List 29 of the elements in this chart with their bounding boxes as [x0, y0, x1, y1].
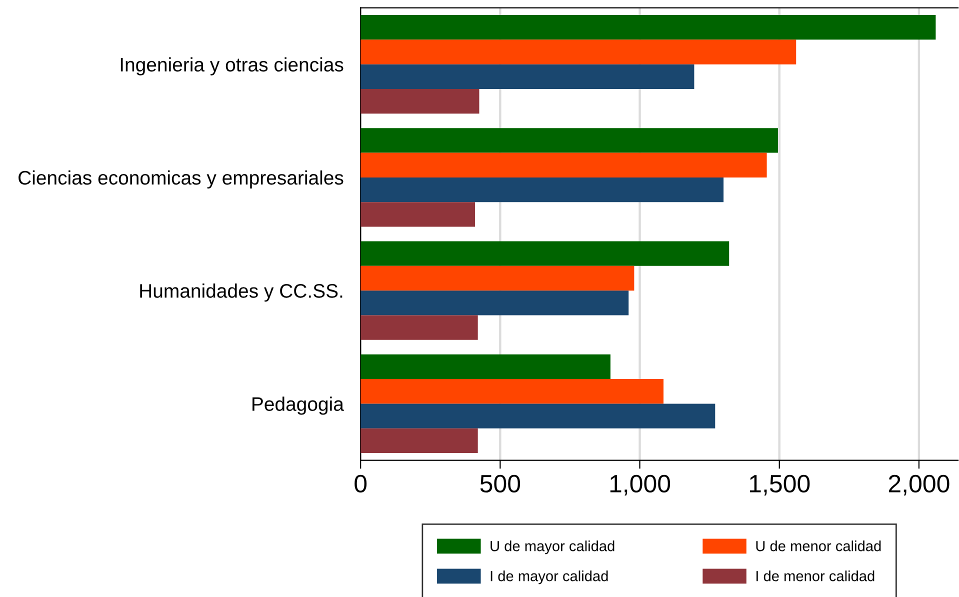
legend-label: I de menor calidad [756, 570, 874, 582]
bar [360, 64, 694, 89]
y-tick-label: Ingenieria y otras ciencias [120, 57, 344, 76]
x-tick-label: 1,500 [750, 474, 810, 496]
bar [360, 202, 476, 227]
bar [360, 428, 478, 454]
bar [360, 266, 634, 291]
bar [360, 379, 664, 404]
bar [360, 40, 796, 64]
x-tick-label: 0 [354, 474, 367, 493]
y-tick-label: Ciencias economicas y empresariales [18, 170, 344, 189]
legend-label: U de menor calidad [756, 540, 881, 552]
bar [360, 128, 778, 153]
bar [360, 88, 480, 114]
legend-label: I de mayor calidad [490, 570, 608, 584]
legend-label: U de mayor calidad [490, 540, 614, 554]
y-tick-label: Pedagogia [252, 396, 344, 415]
x-tick-label: 2,000 [888, 474, 950, 496]
bar [360, 241, 730, 266]
bar [360, 404, 716, 428]
y-tick-label: Humanidades y CC.SS. [140, 284, 342, 302]
x-tick-label: 500 [480, 474, 520, 493]
bar [360, 177, 724, 202]
bar [360, 152, 767, 178]
bar [360, 315, 478, 340]
x-tick-label: 1,000 [610, 474, 670, 496]
bar [360, 15, 936, 40]
bar [360, 290, 629, 316]
bar [360, 354, 610, 380]
